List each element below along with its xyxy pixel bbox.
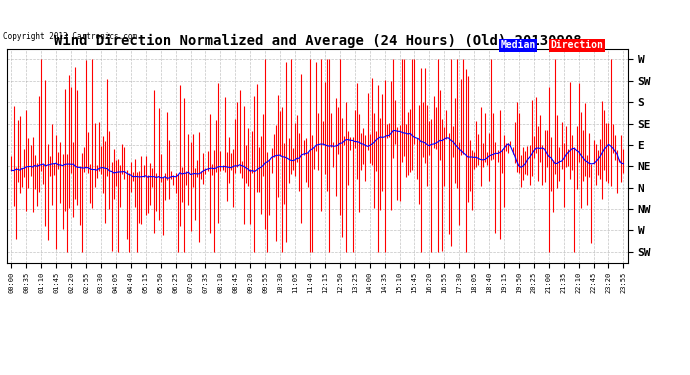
Text: Copyright 2013 Cartronics.com: Copyright 2013 Cartronics.com — [3, 32, 137, 41]
Title: Wind Direction Normalized and Average (24 Hours) (Old) 20130908: Wind Direction Normalized and Average (2… — [54, 33, 581, 48]
Text: Direction: Direction — [551, 40, 603, 50]
Text: Median: Median — [501, 40, 536, 50]
